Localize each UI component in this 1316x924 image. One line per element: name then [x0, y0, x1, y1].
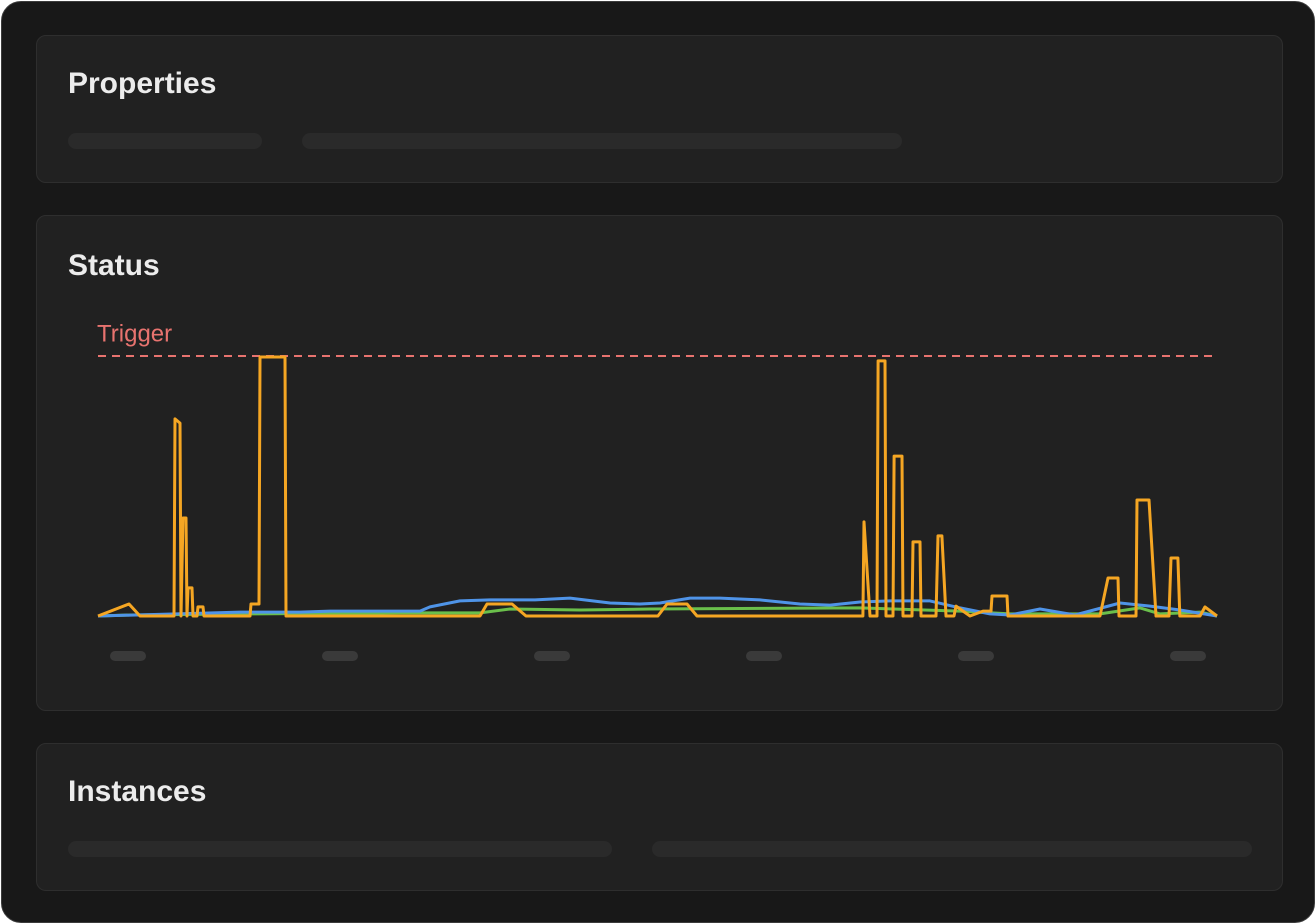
card-title: Properties [68, 67, 217, 100]
axis-placeholder [1170, 651, 1206, 661]
placeholder [68, 841, 612, 857]
placeholder [302, 133, 902, 149]
card-title: Instances [68, 775, 207, 808]
axis-placeholder [958, 651, 994, 661]
properties-card: Properties [36, 35, 1283, 183]
placeholder [68, 133, 262, 149]
threshold-label: Trigger [97, 320, 172, 347]
placeholder [652, 841, 1252, 857]
axis-placeholder [322, 651, 358, 661]
series-line [97, 606, 1218, 618]
status-card: Status [36, 215, 1283, 711]
instances-card: Instances [36, 743, 1283, 891]
axis-placeholder [534, 651, 570, 661]
axis-placeholder [110, 651, 146, 661]
card-title: Status [68, 249, 160, 282]
series-line [97, 596, 1218, 618]
axis-placeholder [746, 651, 782, 661]
series-line [97, 355, 1218, 618]
